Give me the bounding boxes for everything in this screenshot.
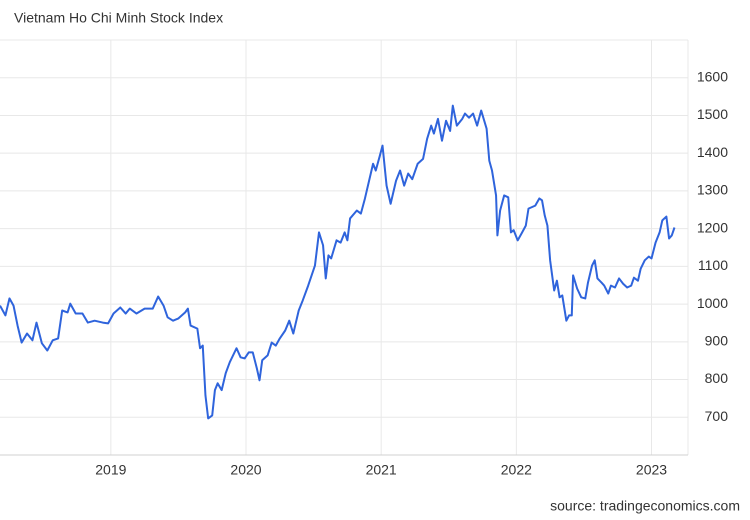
- y-tick-label: 700: [705, 408, 729, 424]
- y-tick-label: 1100: [698, 257, 728, 273]
- x-tick-label: 2019: [95, 462, 126, 478]
- y-tick-label: 1300: [697, 182, 728, 198]
- y-tick-label: 800: [705, 370, 729, 386]
- y-tick-label: 1400: [697, 144, 728, 160]
- x-tick-label: 2023: [636, 462, 667, 478]
- x-tick-label: 2021: [366, 462, 397, 478]
- chart-title: Vietnam Ho Chi Minh Stock Index: [14, 10, 223, 26]
- y-tick-label: 1500: [697, 106, 728, 122]
- y-tick-label: 1600: [697, 68, 728, 84]
- x-tick-label: 2020: [230, 462, 261, 478]
- x-tick-label: 2022: [501, 462, 532, 478]
- source: source: tradingeconomics.com: [550, 498, 740, 514]
- line-series: [0, 104, 676, 420]
- y-tick-label: 1000: [697, 295, 728, 311]
- y-tick-label: 1200: [697, 219, 728, 235]
- y-tick-label: 900: [705, 333, 729, 349]
